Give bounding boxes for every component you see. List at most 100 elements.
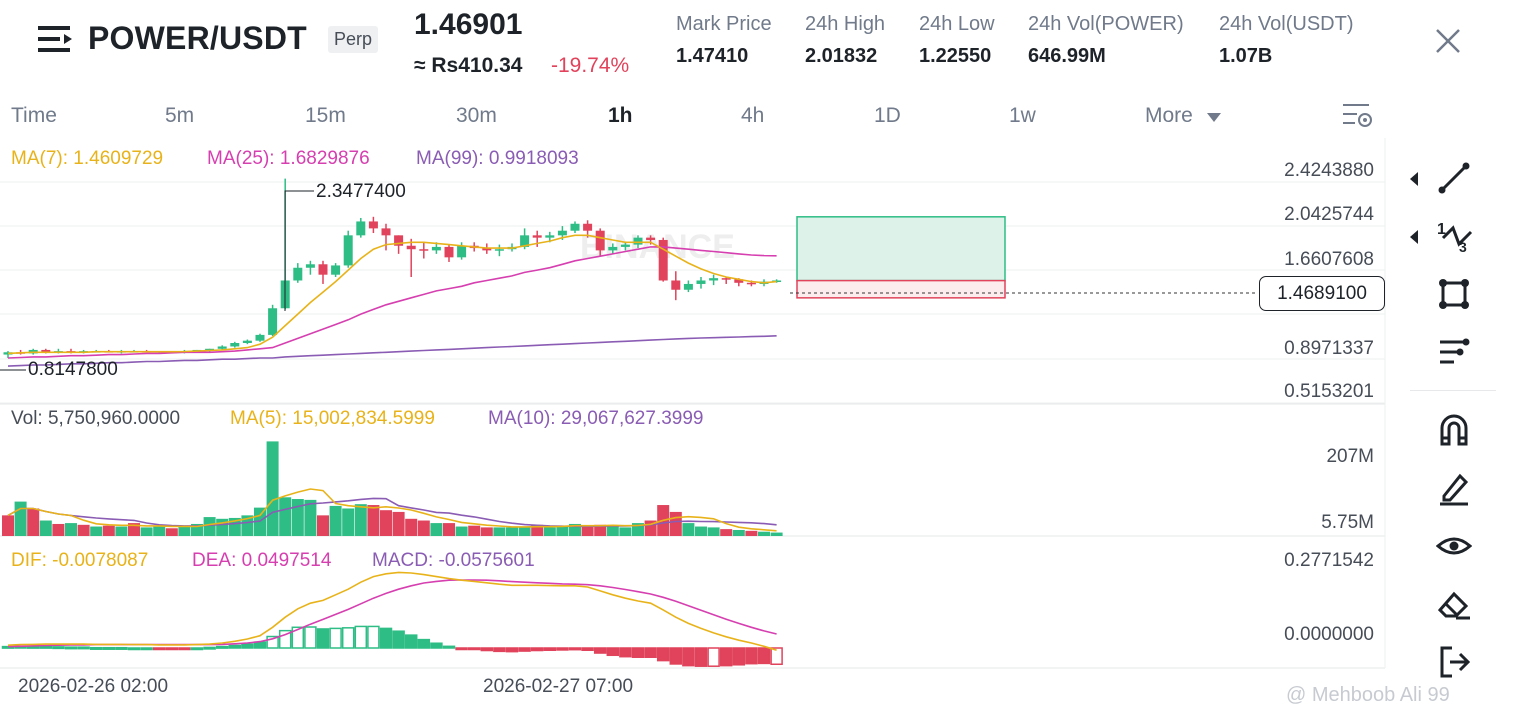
volume-bar xyxy=(506,527,518,536)
candle-body xyxy=(583,223,593,231)
tab-30m[interactable]: 30m xyxy=(456,104,497,127)
ma99-line xyxy=(7,335,777,367)
volume-bar xyxy=(291,499,304,536)
candle-body xyxy=(532,235,542,238)
fiat-price: ≈ Rs410.34 xyxy=(414,54,523,77)
volume-bar xyxy=(279,497,292,536)
macd-bar xyxy=(530,647,544,652)
candle-body xyxy=(520,235,530,247)
macd-bar xyxy=(593,647,607,654)
tab-1h[interactable]: 1h xyxy=(608,104,633,127)
candle-body xyxy=(444,246,454,258)
volume-bar xyxy=(216,518,229,536)
price-tick: 2.0425744 xyxy=(1284,204,1374,225)
menu-icon[interactable] xyxy=(38,24,74,54)
dea-legend: DEA: 0.0497514 xyxy=(192,550,332,571)
chevron-down-icon[interactable] xyxy=(1207,110,1221,128)
macd-bar xyxy=(316,628,330,649)
macd-bar xyxy=(152,647,166,651)
macd-bar xyxy=(203,646,216,650)
volume-bar xyxy=(367,505,380,536)
volume-bar xyxy=(140,527,153,536)
candle-body xyxy=(595,230,605,251)
macd-bar xyxy=(505,647,519,653)
macd-bar xyxy=(493,647,506,653)
volume-bar xyxy=(2,515,14,536)
stat-label-24h-vol-usdt: 24h Vol(USDT) xyxy=(1219,13,1354,35)
volume-bar xyxy=(304,499,317,536)
candle-body xyxy=(255,334,265,341)
kline-chart[interactable]: BINANCE xyxy=(0,0,1390,720)
tab-1w[interactable]: 1w xyxy=(1009,104,1036,127)
volume-bar xyxy=(178,526,191,536)
candle-body xyxy=(343,235,353,266)
expand-left-icon[interactable] xyxy=(1410,230,1420,249)
tab-15m[interactable]: 15m xyxy=(305,104,346,127)
trend-line-icon[interactable] xyxy=(1432,156,1476,200)
price-tick: 2.4243880 xyxy=(1284,160,1374,181)
eye-icon[interactable] xyxy=(1432,524,1476,568)
macd-bar xyxy=(304,626,317,649)
volume-bar xyxy=(707,527,720,536)
current-price-tag: 1.4689100 xyxy=(1259,276,1385,311)
volume-bar xyxy=(581,526,594,536)
tab-more[interactable]: More xyxy=(1145,104,1193,127)
low-marker: 0.8147800 xyxy=(28,359,118,380)
macd-bar xyxy=(291,626,305,649)
macd-bar xyxy=(178,647,191,651)
macd-bar xyxy=(253,641,267,649)
stat-value-24h-high: 2.01832 xyxy=(805,45,878,67)
vol-tick: 207M xyxy=(1326,446,1374,467)
exit-icon[interactable] xyxy=(1432,640,1476,684)
volume-bar xyxy=(228,517,241,536)
volume-bar xyxy=(732,529,745,536)
horizontal-lines-icon[interactable] xyxy=(1432,330,1476,374)
ma7-legend: MA(7): 1.4609729 xyxy=(11,148,164,169)
svg-text:1: 1 xyxy=(1437,221,1446,238)
dif-legend: DIF: -0.0078087 xyxy=(11,550,149,571)
stat-label-24h-high: 24h High xyxy=(805,13,886,35)
candle-body xyxy=(205,348,215,351)
eraser-icon[interactable] xyxy=(1432,582,1476,626)
close-icon[interactable] xyxy=(1434,27,1462,55)
volume-bar xyxy=(380,510,392,536)
high-marker-line xyxy=(284,190,314,311)
macd-bar xyxy=(127,647,141,651)
pair-title[interactable]: POWER/USDT xyxy=(88,20,307,56)
tab-1d[interactable]: 1D xyxy=(874,104,901,127)
volume-bar xyxy=(90,526,103,536)
macd-bar xyxy=(455,647,468,651)
macd-bar xyxy=(518,647,531,652)
ma25-legend: MA(25): 1.6829876 xyxy=(207,148,370,169)
price-tick: 0.8971337 xyxy=(1284,338,1374,359)
volume-bar xyxy=(619,527,632,536)
pencil-icon[interactable] xyxy=(1432,466,1476,510)
candle-body xyxy=(608,246,618,251)
stat-label-24h-vol-power: 24h Vol(POWER) xyxy=(1028,13,1184,35)
rectangle-tool-icon[interactable] xyxy=(1432,272,1476,316)
macd-bar xyxy=(732,647,746,666)
macd-bar xyxy=(89,646,103,650)
macd-bar xyxy=(165,647,179,651)
macd-bar xyxy=(392,630,405,649)
high-low-markers xyxy=(0,190,314,371)
candle-body xyxy=(406,245,416,250)
chart-settings-icon[interactable] xyxy=(1342,101,1374,136)
candle-body xyxy=(230,342,240,347)
ma25-line xyxy=(7,246,777,359)
macd-bar xyxy=(568,647,582,651)
volume-bar xyxy=(254,507,266,536)
macd-histogram xyxy=(1,625,783,667)
volume-bar xyxy=(417,520,430,536)
tab-time[interactable]: Time xyxy=(11,104,57,127)
volume-bar xyxy=(455,526,468,536)
magnet-icon[interactable] xyxy=(1432,408,1476,452)
tab-4h[interactable]: 4h xyxy=(741,104,765,127)
expand-left-icon[interactable] xyxy=(1410,172,1420,191)
svg-text:3: 3 xyxy=(1459,239,1467,254)
candle-body xyxy=(3,352,13,355)
tab-5m[interactable]: 5m xyxy=(165,104,195,127)
vol-ma5-legend: MA(5): 15,002,834.5999 xyxy=(230,408,435,429)
volume-bar xyxy=(480,527,493,536)
